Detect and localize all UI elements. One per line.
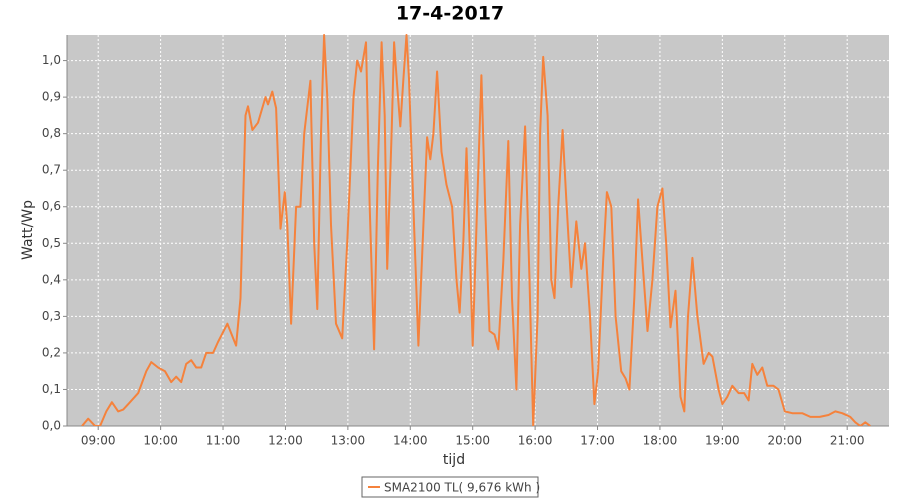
- x-tick-label: 09:00: [81, 434, 116, 448]
- x-tick-label: 11:00: [206, 434, 241, 448]
- x-tick-label: 17:00: [580, 434, 615, 448]
- x-tick-label: 12:00: [268, 434, 303, 448]
- y-tick-label: 0,5: [42, 236, 61, 250]
- x-tick-label: 10:00: [143, 434, 178, 448]
- x-tick-label: 16:00: [518, 434, 553, 448]
- y-tick-label: 0,0: [42, 419, 61, 433]
- y-tick-label: 0,8: [42, 126, 61, 140]
- x-tick-label: 15:00: [455, 434, 490, 448]
- data-line: [81, 34, 871, 426]
- x-tick-label: 19:00: [705, 434, 740, 448]
- x-tick-label: 20:00: [767, 434, 802, 448]
- y-tick-label: 0,9: [42, 90, 61, 104]
- chart-title: 17-4-2017: [396, 3, 504, 25]
- y-tick-label: 0,7: [42, 163, 61, 177]
- y-tick-label: 0,6: [42, 199, 61, 213]
- y-tick-label: 0,3: [42, 309, 61, 323]
- y-tick-label: 0,2: [42, 345, 61, 359]
- x-tick-label: 14:00: [393, 434, 428, 448]
- x-axis-label: tijd: [443, 452, 465, 468]
- y-axis-label: Watt/Wp: [20, 200, 36, 260]
- y-tick-label: 1,0: [42, 53, 61, 67]
- x-tick-label: 21:00: [830, 434, 865, 448]
- x-tick-label: 13:00: [331, 434, 366, 448]
- legend-label: SMA2100 TL( 9,676 kWh ): [384, 481, 540, 495]
- y-tick-label: 0,4: [42, 272, 61, 286]
- y-tick-label: 0,1: [42, 382, 61, 396]
- x-tick-label: 18:00: [643, 434, 678, 448]
- plot-area: [67, 35, 889, 426]
- legend-box: [361, 476, 539, 498]
